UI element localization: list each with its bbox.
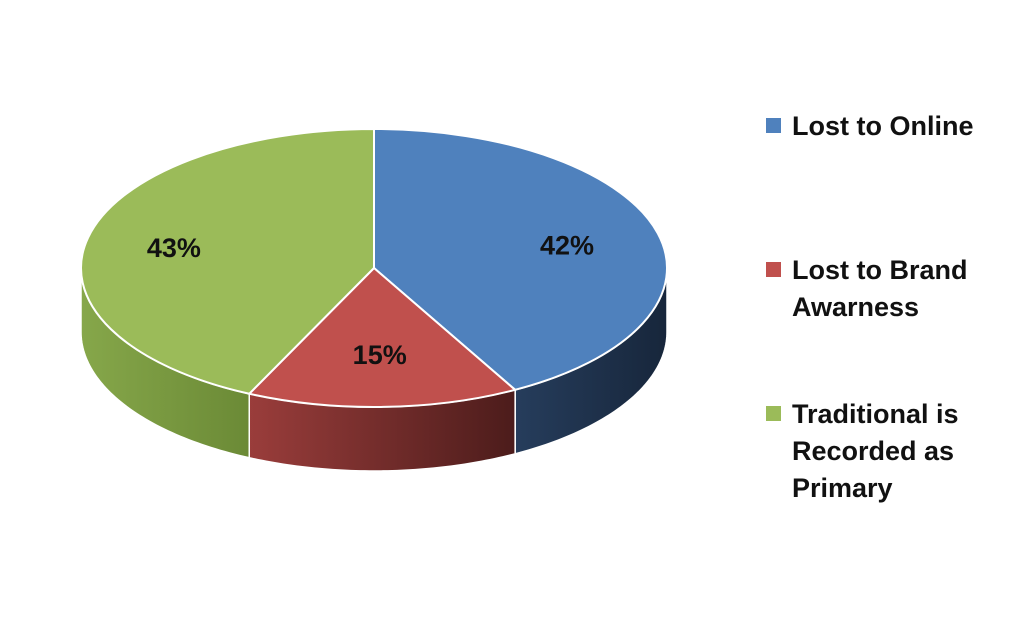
legend-item-lost-to-online: Lost to Online (766, 108, 1016, 145)
pie-slice-lost-to-online (373, 127, 668, 391)
legend-label-traditional-is-recorded-as-primary: Traditional is Recorded as Primary (792, 399, 959, 503)
data-label-traditional-is-recorded-as-primary: 43% (147, 233, 201, 263)
pie-slice-traditional-is-recorded-as-primary (80, 127, 375, 395)
legend-label-lost-to-brand-awarness: Lost to Brand Awarness (792, 255, 968, 322)
legend-swatch-traditional-is-recorded-as-primary (766, 406, 781, 421)
data-label-lost-to-brand-awarness: 15% (353, 340, 407, 370)
pie-slices (80, 127, 668, 408)
legend-item-traditional-is-recorded-as-primary: Traditional is Recorded as Primary (766, 396, 1016, 507)
legend-item-lost-to-brand-awarness: Lost to Brand Awarness (766, 252, 1016, 326)
legend-label-lost-to-online: Lost to Online (792, 111, 974, 141)
legend: Lost to Online Lost to Brand Awarness Tr… (766, 0, 1016, 623)
legend-swatch-lost-to-online (766, 118, 781, 133)
pie-data-labels: 42% 15% 43% (147, 230, 594, 370)
data-label-lost-to-online: 42% (540, 230, 594, 260)
legend-swatch-lost-to-brand-awarness (766, 262, 781, 277)
pie-slice-lost-to-brand-awarness (247, 266, 518, 408)
